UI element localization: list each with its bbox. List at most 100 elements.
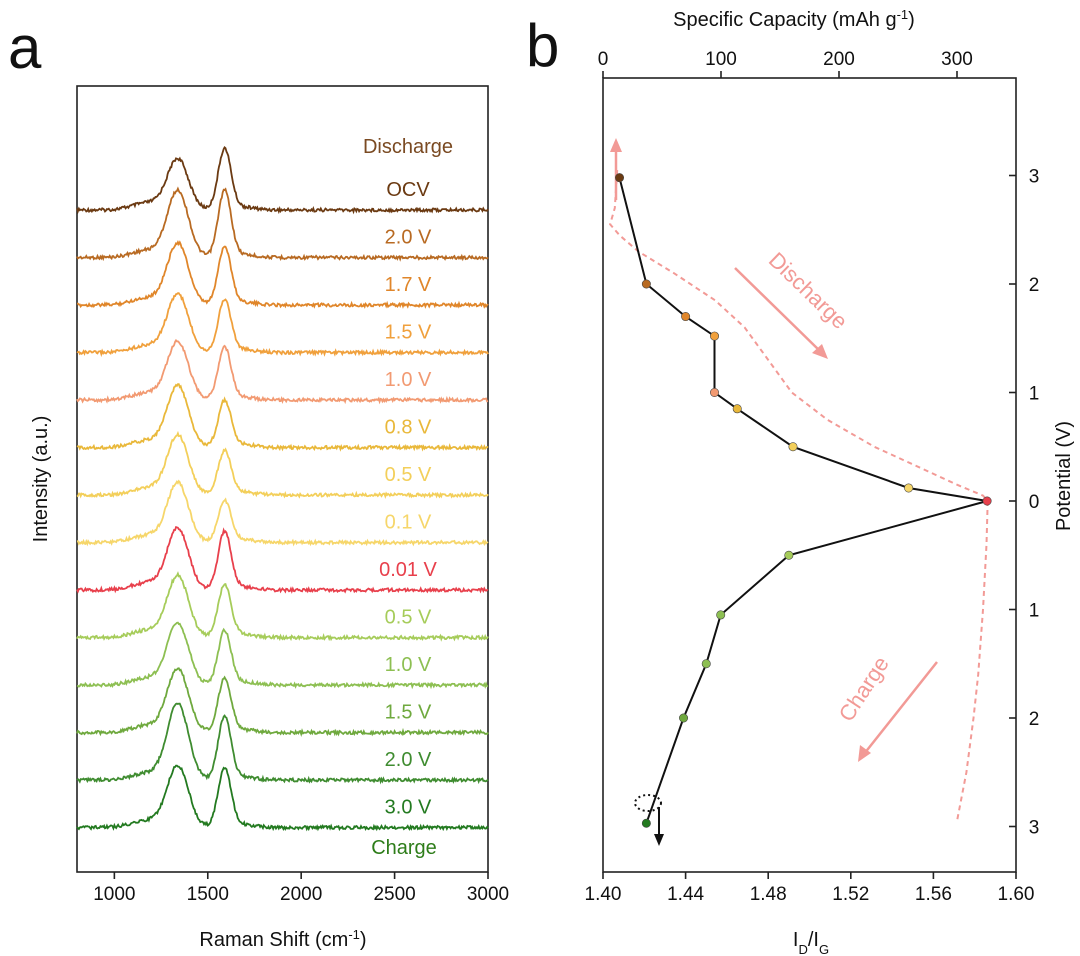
panel-a-frame [76, 85, 489, 873]
x-tick-label-3000: 3000 [467, 884, 509, 905]
spectrum-6 [76, 383, 489, 452]
potential-tick-label-3: 1 [1029, 384, 1040, 405]
ratio-point-5 [710, 387, 720, 397]
capacity-charge-curve [956, 500, 989, 822]
panel-a-x-label: Raman Shift (cm-1) [199, 927, 366, 952]
spectrum-label-12: 1.5 V [385, 702, 432, 724]
spectrum-label-2: 2.0 V [385, 227, 432, 249]
capacity-up-arrowhead [610, 138, 622, 152]
charge-arrow [863, 661, 938, 755]
spectrum-label-13: 2.0 V [385, 749, 432, 771]
spectrum-14 [76, 764, 489, 832]
potential-tick-label-4: 0 [1029, 492, 1040, 513]
panel-b-capacity-curves [608, 170, 989, 822]
discharge-annotation: Discharge [764, 247, 853, 334]
panel-b-x-label-sub-d: D [798, 942, 807, 956]
panel-b-frame [602, 77, 1017, 873]
panel-b-top-x-label-text: Specific Capacity (mAh g [673, 9, 896, 31]
ratio-tick-label-1.44: 1.44 [667, 884, 704, 905]
panel-b-top-ticks: 0 100 200 300 [598, 49, 973, 78]
spectrum-label-10: 0.5 V [385, 607, 432, 629]
ratio-axis-marker-circle [634, 794, 662, 812]
panel-a-curve-labels: OCV 2.0 V 1.7 V 1.5 V 1.0 V 0.8 V 0.5 V 0.1 V 0.… [379, 179, 437, 819]
ratio-point-6 [732, 404, 742, 414]
panel-b-x-label-i1: I [793, 929, 799, 951]
ratio-point-1 [615, 173, 625, 183]
spectrum-2 [76, 186, 489, 262]
panel-a-charge-label: Charge [371, 837, 437, 859]
panel-b-right-ticks: 3 2 1 0 1 2 3 [1009, 167, 1039, 839]
ratio-point-10 [784, 550, 794, 560]
potential-tick-label-6: 2 [1029, 709, 1040, 730]
ratio-point-4 [710, 331, 720, 341]
discharge-arrow [734, 267, 823, 354]
capacity-tick-label-200: 200 [823, 49, 855, 70]
panel-a-discharge-label: Discharge [363, 136, 453, 158]
spectrum-label-4: 1.5 V [385, 322, 432, 344]
x-tick-label-1500: 1500 [187, 884, 229, 905]
spectrum-label-8: 0.1 V [385, 512, 432, 534]
panel-b-ratio-series [615, 173, 992, 828]
panel-a-y-label: Intensity (a.u.) [30, 416, 52, 543]
spectrum-7 [76, 430, 489, 500]
capacity-discharge-curve [608, 170, 989, 502]
ratio-point-11 [716, 610, 726, 620]
potential-tick-label-2: 2 [1029, 275, 1040, 296]
spectrum-label-7: 0.5 V [385, 464, 432, 486]
x-tick-label-2500: 2500 [373, 884, 415, 905]
ratio-tick-label-1.52: 1.52 [832, 884, 869, 905]
spectrum-3 [76, 239, 489, 309]
panel-b-right-y-label: Potential (V) [1053, 421, 1075, 531]
capacity-tick-label-0: 0 [598, 49, 609, 70]
spectrum-1 [76, 146, 489, 215]
spectrum-8 [76, 479, 489, 547]
ratio-axis-marker [634, 794, 664, 846]
panel-a-spectra [76, 146, 489, 832]
ratio-tick-label-1.60: 1.60 [998, 884, 1035, 905]
x-tick-label-2000: 2000 [280, 884, 322, 905]
discharge-arrowhead [812, 344, 828, 359]
x-tick-label-1000: 1000 [93, 884, 135, 905]
spectrum-10 [76, 571, 489, 642]
potential-tick-label-1: 3 [1029, 167, 1040, 188]
spectrum-12 [76, 667, 489, 737]
spectrum-label-6: 0.8 V [385, 417, 432, 439]
potential-tick-label-5: 1 [1029, 601, 1040, 622]
spectrum-label-9: 0.01 V [379, 559, 437, 581]
spectrum-label-3: 1.7 V [385, 274, 432, 296]
panel-b-x-label: ID/IG [793, 929, 829, 956]
ratio-point-7 [788, 442, 798, 452]
ratio-tick-label-1.40: 1.40 [585, 884, 622, 905]
spectrum-label-5: 1.0 V [385, 369, 432, 391]
spectrum-5 [76, 338, 489, 405]
spectrum-label-1: OCV [386, 179, 430, 201]
ratio-tick-label-1.48: 1.48 [750, 884, 787, 905]
potential-tick-label-7: 3 [1029, 818, 1040, 839]
ratio-tick-label-1.56: 1.56 [915, 884, 952, 905]
panel-a: a OCV 2.0 V 1.7 V 1.5 V 1.0 V 0.8 V 0.5 V 0.1 V… [8, 14, 509, 951]
panel-a-x-label-suffix: ) [360, 929, 367, 951]
panel-label-a: a [8, 14, 42, 81]
panel-b-top-x-label: Specific Capacity (mAh g-1) [673, 7, 915, 32]
capacity-tick-label-300: 300 [941, 49, 973, 70]
panel-a-x-ticks: 1000 1500 2000 2500 3000 [93, 872, 509, 905]
charge-arrowhead [858, 745, 871, 762]
panel-b: b Discharge Charge 1.40 1.44 1.48 1.52 1.56 1… [526, 7, 1075, 956]
panel-b-top-x-label-sup: -1 [897, 7, 909, 22]
panel-b-x-label-mid: /I [808, 929, 819, 951]
panel-label-b: b [526, 12, 559, 79]
panel-b-top-x-label-suffix: ) [908, 9, 915, 31]
ratio-point-14 [641, 818, 651, 828]
spectrum-label-14: 3.0 V [385, 797, 432, 819]
spectrum-label-11: 1.0 V [385, 654, 432, 676]
spectrum-9 [76, 525, 489, 594]
ratio-point-13 [679, 713, 689, 723]
charge-annotation: Charge [834, 652, 894, 726]
ratio-point-12 [701, 659, 711, 669]
panel-a-x-label-text: Raman Shift (cm [199, 929, 348, 951]
panel-a-x-label-sup: -1 [348, 927, 360, 942]
spectrum-13 [76, 702, 489, 785]
ratio-point-9 [982, 496, 992, 506]
panel-b-direction-arrows [610, 138, 938, 762]
spectrum-11 [76, 621, 489, 690]
